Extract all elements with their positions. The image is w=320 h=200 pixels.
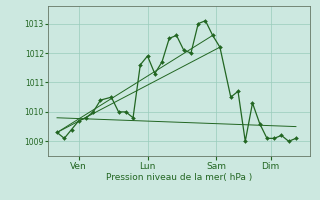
X-axis label: Pression niveau de la mer( hPa ): Pression niveau de la mer( hPa ) <box>106 173 252 182</box>
